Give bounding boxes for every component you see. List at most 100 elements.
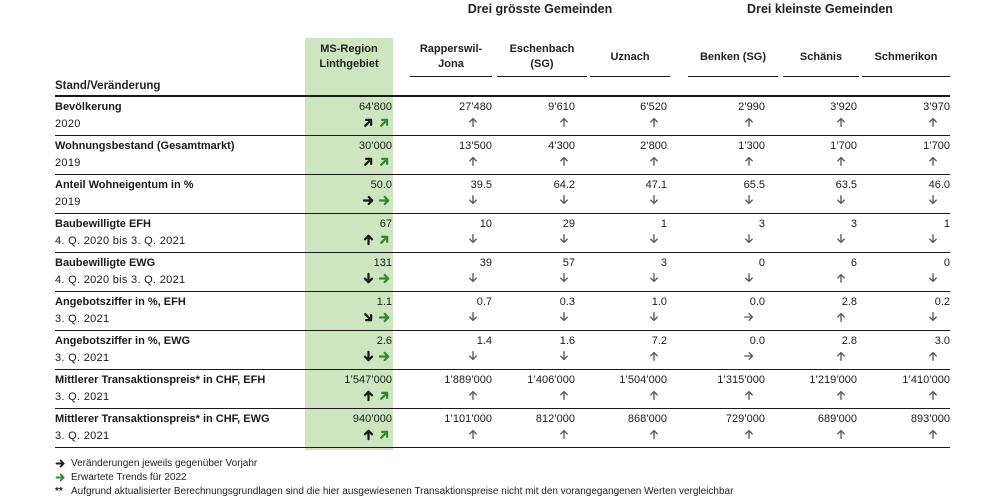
cell-value-schaenis: 6 [850,257,857,269]
cell-value-schaenis: 2.8 [841,335,857,347]
cell-value-benken: 0 [758,257,765,269]
cell-value-rapperswil: 27’480 [458,101,492,113]
table-row: Bevölkerung 2020 64’800 27’480 9’610 6’520 2’9… [55,97,950,136]
trend-arrow-up-right-icon [378,233,391,247]
cell-value-uznach: 868’000 [627,413,667,425]
cell-value-rapperswil: 13’500 [458,140,492,152]
cell-value-eschenbach: 812’000 [535,413,575,425]
cell-value-schaenis: 3 [850,218,857,230]
arrow-down-icon [558,350,572,364]
arrow-down-icon [835,233,849,247]
arrow-down-icon [467,350,481,364]
cell-value-eschenbach: 9’610 [548,101,575,113]
arrow-down-icon [648,272,662,286]
column-header-eschenbach: Eschenbach (SG) [497,38,587,77]
arrow-down-icon [467,311,481,325]
cell-value-eschenbach: 64.2 [553,179,575,191]
cell-value-schaenis: 3’920 [830,101,857,113]
arrow-down-icon [558,233,572,247]
cell-value-benken: 3 [758,218,765,230]
region-value: 131 [373,257,392,269]
cell-value-eschenbach: 1’406’000 [527,374,575,386]
arrow-up-icon [648,428,662,442]
arrow-up-icon [835,428,849,442]
cell-value-rapperswil: 1.4 [476,335,492,347]
column-header-line: Jona [438,58,464,70]
cell-value-schaenis: 63.5 [835,179,857,191]
column-header-line: Rapperswil- [419,43,483,56]
arrow-down-icon [927,311,941,325]
column-header-region: MS-Region Linthgebiet [305,38,393,76]
arrow-down-icon [835,194,849,208]
legend-change: Veränderungen jeweils gegenüber Vorjahr [55,458,257,469]
change-arrow-down-right-icon [362,311,375,325]
column-header-line: (SG) [530,58,554,70]
trend-arrow-up-right-icon [378,155,391,169]
region-value: 2.6 [376,335,392,347]
row-period: 4. Q. 2020 bis 3. Q. 2021 [55,274,186,286]
arrow-up-icon [558,389,572,403]
arrow-up-icon [927,116,941,130]
trend-arrow-up-right-icon [378,389,391,403]
cell-value-schaenis: 2.8 [841,296,857,308]
arrow-down-icon [558,272,572,286]
arrow-right-icon [55,458,71,469]
cell-value-schaenis: 1’219’000 [809,374,857,386]
column-header-line: Uznach [610,50,650,63]
table-row: Anteil Wohneigentum in % 2019 50.0 39.5 64.2… [55,175,950,214]
cell-value-schmerikon: 1 [943,218,950,230]
change-arrow-down-icon [362,272,375,286]
table-row: Angebotsziffer in %, EWG 3. Q. 2021 2.6 1.4… [55,331,950,370]
cell-value-schmerikon: 1’410’000 [902,374,950,386]
legend-change-text: Veränderungen jeweils gegenüber Vorjahr [71,458,258,469]
region-column-highlight [305,38,393,450]
arrow-up-icon [648,155,662,169]
cell-value-rapperswil: 1’101’000 [444,413,492,425]
cell-value-schmerikon: 3’970 [923,101,950,113]
arrow-up-icon [927,428,941,442]
stub-header: Stand/Veränderung [55,80,161,92]
cell-value-benken: 2’990 [738,101,765,113]
arrow-up-icon [467,389,481,403]
trend-arrow-up-right-icon [378,428,391,442]
trend-arrow-right-icon [378,194,391,208]
table-row: Baubewilligte EWG 4. Q. 2020 bis 3. Q. 20… [55,253,950,292]
cell-value-eschenbach: 1.6 [559,335,575,347]
trend-arrow-right-icon [55,472,71,483]
region-value: 67 [379,218,392,230]
cell-value-uznach: 2’800 [640,140,667,152]
row-period: 2019 [55,157,81,169]
arrow-up-icon [743,428,757,442]
column-header-line: Linthgebiet [319,58,379,70]
arrow-up-icon [743,389,757,403]
table-row: Mittlerer Transaktionspreis* in CHF, EWG… [55,409,950,448]
arrow-up-icon [835,389,849,403]
row-label: Baubewilligte EWG [55,257,156,269]
cell-value-uznach: 1.0 [651,296,667,308]
arrow-up-icon [927,155,941,169]
arrow-up-icon [648,350,662,364]
trend-arrow-up-right-icon [378,116,391,130]
arrow-up-icon [743,155,757,169]
column-header-line: Schmerikon [874,50,938,63]
legend-footnote-text: Aufgrund aktualisierter Berechnungsgrund… [71,486,734,497]
row-period: 2020 [55,118,81,130]
arrow-up-icon [467,116,481,130]
cell-value-schmerikon: 3.0 [934,335,950,347]
row-label: Angebotsziffer in %, EFH [55,296,186,308]
cell-value-uznach: 1’504’000 [619,374,667,386]
cell-value-rapperswil: 1’889’000 [444,374,492,386]
change-arrow-up-icon [362,389,375,403]
row-period: 3. Q. 2021 [55,391,110,403]
cell-value-eschenbach: 0.3 [559,296,575,308]
cell-value-schaenis: 689’000 [817,413,857,425]
change-arrow-up-right-icon [362,116,375,130]
column-header-line: Eschenbach [509,43,575,56]
arrow-up-icon [835,272,849,286]
cell-value-benken: 1’315’000 [717,374,765,386]
arrow-down-icon [648,233,662,247]
change-arrow-up-right-icon [362,155,375,169]
column-header-schmerikon: Schmerikon [862,38,950,77]
trend-arrow-right-icon [378,311,391,325]
arrow-right-icon [743,350,757,364]
